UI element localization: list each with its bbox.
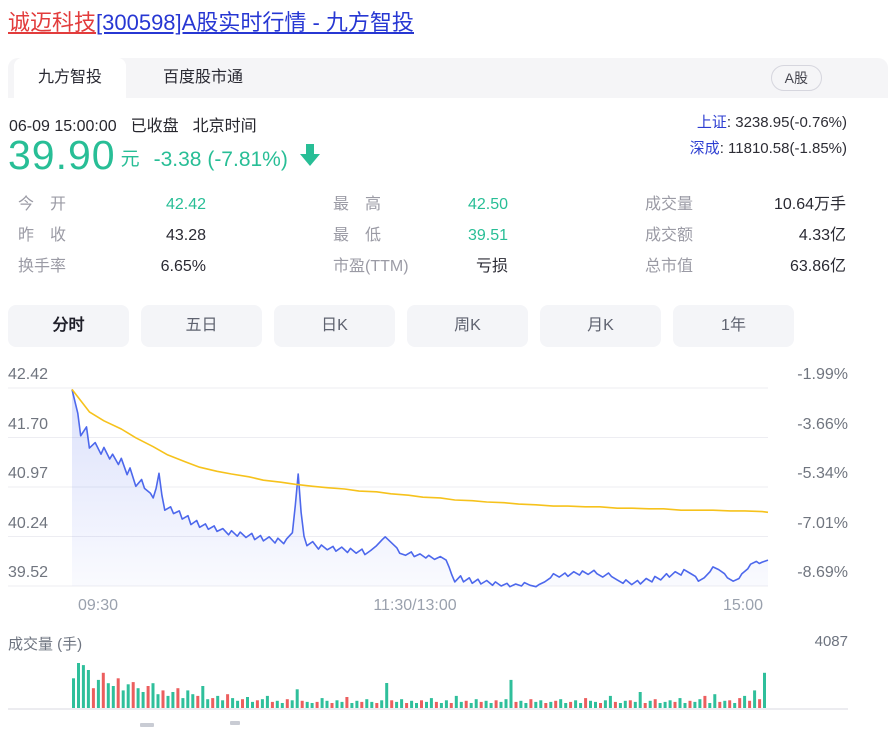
stock-name: 诚迈科技 xyxy=(8,10,97,35)
stat-row: 总市值 63.86亿 xyxy=(645,255,846,286)
stat-label: 总市值 xyxy=(645,258,694,275)
index-shenzhen-link[interactable]: 深成 xyxy=(689,140,720,157)
stat-value: 亏损 xyxy=(475,258,508,275)
stat-label: 成交额 xyxy=(645,227,694,244)
stat-row: 市盈(TTM) 亏损 xyxy=(333,255,508,286)
page-title-link[interactable]: 诚迈科技[300598]A股实时行情 - 九方智投 xyxy=(8,5,414,37)
stat-row: 最 高 42.50 xyxy=(333,193,508,224)
period-tab-分时[interactable]: 分时 xyxy=(8,305,129,347)
timeshare-chart: 42.42 41.70 40.97 40.24 39.52 -1.99% -3.66% -5.… xyxy=(0,360,896,620)
stat-value: 42.50 xyxy=(467,196,508,213)
market-badge[interactable]: A股 xyxy=(770,65,822,91)
cutoff-text-fragment xyxy=(230,721,240,725)
time-axis-label: 09:30 xyxy=(77,597,119,614)
current-price: 39.90 xyxy=(8,132,116,178)
stat-value: 39.51 xyxy=(467,227,508,244)
stat-label: 市盈(TTM) xyxy=(333,258,409,275)
percent-axis-label: -5.34% xyxy=(797,465,848,482)
quote-status-line: 06-09 15:00:00 已收盘 北京时间 xyxy=(9,112,271,136)
index-quotes: 上证: 3238.95(-0.76%) 深成: 11810.58(-1.85%) xyxy=(690,110,847,162)
timeshare-canvas xyxy=(8,387,769,588)
percent-axis-label: -7.01% xyxy=(797,514,848,532)
stat-label: 最 低 xyxy=(333,227,382,244)
percent-axis-label: -1.99% xyxy=(797,366,848,383)
stat-value: 4.33亿 xyxy=(798,227,846,244)
time-axis-label: 11:30/13:00 xyxy=(373,597,457,614)
index-shenzhen: 深成: 11810.58(-1.85%) xyxy=(690,136,847,162)
stats-col-2: 最 高 42.50 最 低 39.51 市盈(TTM) 亏损 xyxy=(333,193,508,286)
stat-row: 成交量 10.64万手 xyxy=(645,193,846,224)
current-price-block: 39.90 元 -3.38 (-7.81%) xyxy=(8,134,320,176)
price-axis-label: 42.42 xyxy=(8,366,49,383)
tab-jiufang[interactable]: 九方智投 xyxy=(14,58,126,98)
source-tabstrip: 九方智投 百度股市通 A股 xyxy=(8,58,888,98)
period-tab-五日[interactable]: 五日 xyxy=(141,305,262,347)
volume-panel: 成交量 (手) 4087 xyxy=(0,620,896,720)
percent-axis-label: -8.69% xyxy=(797,564,848,581)
quote-datetime: 06-09 15:00:00 xyxy=(9,118,117,135)
stat-row: 今 开 42.42 xyxy=(18,193,206,224)
stat-label: 成交量 xyxy=(645,196,694,213)
time-axis-label: 15:00 xyxy=(722,597,764,614)
stat-row: 最 低 39.51 xyxy=(333,224,508,255)
stats-col-3: 成交量 10.64万手成交额 4.33亿总市值 63.86亿 xyxy=(645,193,846,286)
period-tab-日K[interactable]: 日K xyxy=(274,305,395,347)
timezone-label: 北京时间 xyxy=(192,118,257,135)
market-state: 已收盘 xyxy=(130,118,179,135)
period-tab-周K[interactable]: 周K xyxy=(407,305,528,347)
volume-canvas xyxy=(8,663,848,710)
stat-value: 63.86亿 xyxy=(789,258,846,275)
index-shanghai-value: : 3238.95(-0.76%) xyxy=(726,114,847,131)
stat-value: 42.42 xyxy=(165,196,206,213)
price-axis-label: 40.24 xyxy=(8,514,49,532)
index-shenzhen-value: : 11810.58(-1.85%) xyxy=(719,140,847,157)
stat-label: 换手率 xyxy=(18,258,67,275)
stat-value: 43.28 xyxy=(165,227,206,244)
stat-value: 6.65% xyxy=(160,258,206,275)
volume-max-value: 4087 xyxy=(814,633,848,650)
period-tab-1年[interactable]: 1年 xyxy=(673,305,794,347)
price-axis-label: 40.97 xyxy=(8,465,49,482)
percent-axis-label: -3.66% xyxy=(797,415,848,433)
price-axis-label: 41.70 xyxy=(8,415,49,433)
down-arrow-icon xyxy=(299,144,320,171)
stat-row: 换手率 6.65% xyxy=(18,255,206,286)
tab-baidu-gushitong[interactable]: 百度股市通 xyxy=(162,69,243,86)
stat-value: 10.64万手 xyxy=(773,196,846,213)
stat-label: 昨 收 xyxy=(18,227,67,244)
price-unit: 元 xyxy=(120,149,140,170)
stat-row: 昨 收 43.28 xyxy=(18,224,206,255)
index-shanghai-link[interactable]: 上证 xyxy=(696,114,727,131)
stat-row: 成交额 4.33亿 xyxy=(645,224,846,255)
chart-period-tabs: 分时 五日 日K 周K 月K 1年 xyxy=(8,305,794,347)
page-title-rest: [300598]A股实时行情 - 九方智投 xyxy=(96,10,414,35)
stat-label: 今 开 xyxy=(18,196,67,213)
stat-label: 最 高 xyxy=(333,196,382,213)
stats-col-1: 今 开 42.42 昨 收 43.28 换手率 6.65% xyxy=(18,193,206,286)
cutoff-text-fragment xyxy=(140,723,154,727)
period-tab-月K[interactable]: 月K xyxy=(540,305,661,347)
volume-label: 成交量 (手) xyxy=(8,636,83,653)
index-shanghai: 上证: 3238.95(-0.76%) xyxy=(690,110,847,136)
price-axis-label: 39.52 xyxy=(8,564,49,581)
price-change: -3.38 (-7.81%) xyxy=(153,148,288,171)
